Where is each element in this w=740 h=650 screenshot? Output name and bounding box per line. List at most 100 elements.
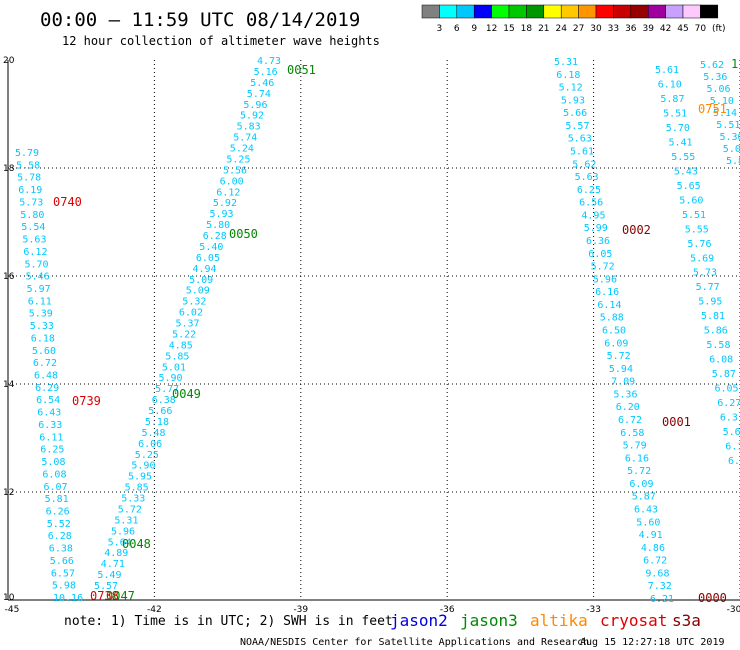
- wave-height-value: 5.16: [254, 67, 278, 78]
- wave-height-value: 6.06: [138, 439, 162, 450]
- x-tick-label: -39: [293, 605, 308, 615]
- wave-height-value: 5.76: [687, 239, 711, 250]
- color-swatch: [473, 4, 492, 19]
- wave-height-value: 6.18: [31, 333, 55, 344]
- wave-height-value: 6.20: [616, 402, 640, 413]
- wave-height-value: 5.61: [570, 147, 594, 158]
- wave-height-value: 5.60: [636, 517, 660, 528]
- wave-height-value: 5.81: [45, 494, 69, 505]
- wave-height-value: 5.39: [29, 309, 53, 320]
- legend-jason3: jason3: [460, 611, 518, 630]
- y-tick-label: 12: [3, 488, 14, 498]
- wave-height-value: 5.18: [145, 417, 169, 428]
- wave-height-value: 5.86: [704, 326, 728, 337]
- legend-cryosat: cryosat: [600, 611, 667, 630]
- wave-height-value: 5.30: [720, 132, 740, 143]
- wave-height-value: 5.01: [162, 362, 186, 373]
- color-swatch: [578, 4, 597, 19]
- wave-height-value: 5.87: [712, 369, 736, 380]
- color-swatch: [595, 4, 614, 19]
- wave-height-value: 5.09: [189, 275, 213, 286]
- wave-height-value: 5.48: [142, 428, 166, 439]
- pass-number-label: 0047: [106, 589, 135, 603]
- track-3: 5.31 6.18 5.125.93 5.66 5.57 5.63 5.615.62 5.63…: [554, 57, 674, 605]
- color-scale-label: 9: [471, 24, 477, 34]
- wave-height-value: 6.05: [715, 384, 739, 395]
- color-scale-label: 21: [538, 24, 549, 34]
- pass-number-label: 0740: [53, 195, 82, 209]
- wave-height-value: 6.11: [39, 432, 63, 443]
- satellite-legend: jason2 jason3 altika cryosat s3a: [390, 611, 701, 630]
- wave-height-value: 10.16: [53, 593, 83, 604]
- wave-height-value: 6.43: [37, 408, 61, 419]
- wave-height-value: 9.68: [645, 568, 669, 579]
- wave-height-value: 5.96: [593, 274, 617, 285]
- wave-height-value: 6.21: [650, 594, 674, 605]
- wave-height-value: 4.71: [101, 559, 125, 570]
- wave-height-value: 6.10: [658, 80, 682, 91]
- wave-height-value: 5.96: [111, 526, 135, 537]
- color-scale-label: 18: [521, 24, 533, 34]
- wave-height-value: 6.1: [725, 442, 740, 453]
- pass-number-label: 0048: [122, 537, 151, 551]
- color-swatch: [526, 4, 545, 19]
- wave-height-value: 5.62: [572, 159, 596, 170]
- wave-height-value: 5.70: [666, 123, 690, 134]
- color-swatch: [613, 4, 632, 19]
- x-tick-label: -30: [727, 605, 740, 615]
- wave-height-value: 5.46: [250, 78, 274, 89]
- pass-number-label: 0751: [698, 102, 727, 116]
- wave-height-value: 5.31: [554, 57, 578, 68]
- color-scale-label: 42: [660, 24, 671, 34]
- wave-height-value: 6.18: [556, 70, 580, 81]
- wave-height-value: 6.54: [36, 395, 60, 406]
- wave-height-value: 5.63: [568, 134, 592, 145]
- wave-height-value: 6.05: [196, 253, 220, 264]
- wave-height-value: 5.33: [30, 321, 54, 332]
- plot-area: -45 -42 -39 -36 -33 -301012141618205.795.585.…: [3, 56, 740, 615]
- wave-height-value: 5.80: [206, 220, 230, 231]
- wave-height-value: 5.93: [210, 209, 234, 220]
- wave-height-value: 5.63: [575, 172, 599, 183]
- wave-height-value: 5.32: [182, 297, 206, 308]
- wave-height-value: 6.2: [728, 456, 740, 467]
- track-5: 5.625.365.065.105.145.515.305.05.8: [700, 60, 740, 167]
- wave-height-value: 6.72: [643, 556, 667, 567]
- wave-height-value: 6.09: [629, 479, 653, 490]
- wave-height-value: 5.40: [199, 242, 223, 253]
- wave-height-value: 6.29: [35, 383, 59, 394]
- wave-height-value: 5.06: [707, 84, 731, 95]
- wave-height-value: 5.72: [627, 466, 651, 477]
- wave-height-value: 5.90: [159, 373, 183, 384]
- wave-height-value: 5.72: [118, 504, 142, 515]
- wave-height-value: 5.49: [97, 570, 121, 581]
- wave-height-value: 5.60: [679, 195, 703, 206]
- color-swatch: [439, 4, 458, 19]
- wave-height-value: 5.43: [674, 166, 698, 177]
- wave-height-value: 5.73: [19, 197, 43, 208]
- y-tick-label: 16: [3, 272, 15, 282]
- footer-timestamp: Aug 15 12:27:18 UTC 2019: [580, 637, 725, 648]
- wave-height-value: 5.33: [121, 494, 145, 505]
- wave-height-value: 6.28: [48, 531, 72, 542]
- wave-height-value: 5.57: [565, 121, 589, 132]
- wave-height-value: 6.3: [720, 413, 738, 424]
- wave-height-value: 5.57: [94, 581, 118, 592]
- color-swatch: [647, 4, 666, 19]
- wave-height-value: 5.98: [52, 581, 76, 592]
- wave-height-value: 5.36: [613, 389, 637, 400]
- wave-height-value: 6.26: [46, 507, 70, 518]
- wave-height-value: 5.69: [690, 253, 714, 264]
- wave-height-value: 5.97: [27, 284, 51, 295]
- wave-height-value: 5.79: [623, 441, 647, 452]
- wave-height-value: 5.80: [20, 210, 44, 221]
- wave-height-value: 4.85: [169, 340, 193, 351]
- track-1: 5.795.58 5.786.195.73 5.805.54 5.636.125.70…: [15, 148, 83, 604]
- wave-height-value: 6.19: [18, 185, 42, 196]
- wave-height-value: 6.12: [23, 247, 47, 258]
- color-scale-label: 33: [608, 24, 619, 34]
- wave-height-value: 5.6: [723, 427, 740, 438]
- wave-height-value: 5.85: [125, 483, 149, 494]
- x-tick-label: -42: [147, 605, 162, 615]
- page-title: 00:00 – 11:59 UTC 08/14/2019: [40, 9, 360, 31]
